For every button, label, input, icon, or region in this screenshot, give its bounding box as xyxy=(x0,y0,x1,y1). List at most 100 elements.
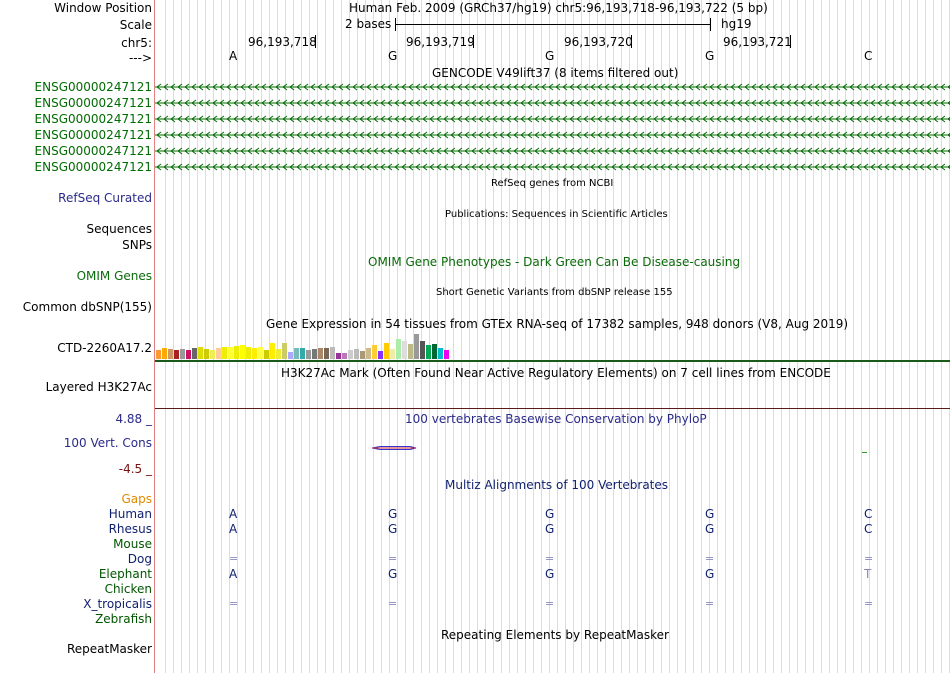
grid-line xyxy=(269,0,270,673)
gtex-bar[interactable] xyxy=(246,347,251,359)
gtex-bar[interactable] xyxy=(270,343,275,359)
gtex-bar[interactable] xyxy=(192,348,197,359)
gtex-bar[interactable] xyxy=(312,349,317,359)
gtex-bar[interactable] xyxy=(354,349,359,359)
grid-line xyxy=(765,0,766,673)
gencode-transcript-line[interactable] xyxy=(155,130,950,140)
gtex-bar[interactable] xyxy=(168,349,173,359)
gtex-bar[interactable] xyxy=(222,347,227,359)
gtex-bar[interactable] xyxy=(282,343,287,359)
gtex-bar[interactable] xyxy=(342,353,347,359)
gtex-bar[interactable] xyxy=(348,350,353,359)
gtex-bar[interactable] xyxy=(390,349,395,359)
gtex-bar[interactable] xyxy=(264,350,269,359)
gtex-bar[interactable] xyxy=(318,348,323,359)
gencode-transcript-line[interactable] xyxy=(155,82,950,92)
gtex-bar[interactable] xyxy=(240,345,245,359)
grid-line xyxy=(597,0,598,673)
grid-line xyxy=(549,0,550,673)
grid-line xyxy=(501,0,502,673)
grid-line xyxy=(573,0,574,673)
scale-bar xyxy=(395,24,711,25)
scale-label: Scale xyxy=(119,18,152,32)
gtex-bar[interactable] xyxy=(210,350,215,359)
gtex-bar[interactable] xyxy=(402,341,407,359)
gtex-bar[interactable] xyxy=(306,350,311,359)
gtex-bar[interactable] xyxy=(438,348,443,359)
gtex-bar[interactable] xyxy=(360,351,365,359)
grid-line xyxy=(413,0,414,673)
gencode-transcript-line[interactable] xyxy=(155,98,950,108)
gtex-bar[interactable] xyxy=(294,348,299,359)
refseq-label[interactable]: RefSeq Curated xyxy=(58,191,152,205)
gtex-bar[interactable] xyxy=(156,350,161,359)
gtex-bar[interactable] xyxy=(378,351,383,359)
snps-label[interactable]: SNPs xyxy=(122,238,152,252)
gtex-bar[interactable] xyxy=(324,348,329,359)
gaps-label[interactable]: Gaps xyxy=(121,492,152,506)
gtex-bar[interactable] xyxy=(330,347,335,359)
gencode-transcript-line[interactable] xyxy=(155,114,950,124)
gtex-bar[interactable] xyxy=(432,344,437,359)
gencode-item-label[interactable]: ENSG00000247121 xyxy=(34,128,152,142)
gencode-transcript-line[interactable] xyxy=(155,162,950,172)
gencode-item-label[interactable]: ENSG00000247121 xyxy=(34,80,152,94)
species-label[interactable]: Rhesus xyxy=(108,522,152,536)
gtex-bar[interactable] xyxy=(162,348,167,359)
grid-line xyxy=(357,0,358,673)
h3k27ac-label[interactable]: Layered H3K27Ac xyxy=(45,380,152,394)
grid-line xyxy=(237,0,238,673)
gtex-bar[interactable] xyxy=(372,345,377,359)
gtex-bar[interactable] xyxy=(336,353,341,359)
gtex-label[interactable]: CTD-2260A17.2 xyxy=(57,341,152,355)
gtex-bar[interactable] xyxy=(444,350,449,359)
species-label[interactable]: Zebrafish xyxy=(95,612,152,626)
species-label[interactable]: Chicken xyxy=(104,582,152,596)
species-label[interactable]: Human xyxy=(108,507,152,521)
gtex-bar[interactable] xyxy=(276,349,281,359)
dbsnp-label[interactable]: Common dbSNP(155) xyxy=(22,300,152,314)
species-label[interactable]: Mouse xyxy=(113,537,152,551)
gtex-bar[interactable] xyxy=(408,344,413,359)
species-label[interactable]: Elephant xyxy=(98,567,152,581)
publications-label[interactable]: Sequences xyxy=(86,222,152,236)
gencode-item-label[interactable]: ENSG00000247121 xyxy=(34,112,152,126)
gtex-bar[interactable] xyxy=(204,349,209,359)
gtex-bar[interactable] xyxy=(252,348,257,359)
gtex-bar[interactable] xyxy=(198,347,203,359)
gtex-bar[interactable] xyxy=(288,352,293,359)
alignment-base: = xyxy=(229,552,239,565)
repeatmasker-label[interactable]: RepeatMasker xyxy=(66,642,152,656)
gtex-bar[interactable] xyxy=(384,343,389,359)
species-label[interactable]: Dog xyxy=(127,552,152,566)
gtex-bar[interactable] xyxy=(366,348,371,359)
grid-line xyxy=(877,0,878,673)
gtex-bar[interactable] xyxy=(420,341,425,359)
gencode-item-label[interactable]: ENSG00000247121 xyxy=(34,144,152,158)
alignment-base: = xyxy=(705,552,715,565)
phylop-label[interactable]: 100 Vert. Cons xyxy=(63,436,152,450)
gtex-bar[interactable] xyxy=(228,347,233,359)
gtex-bar[interactable] xyxy=(216,348,221,359)
ruler-tick xyxy=(631,35,632,48)
gtex-bar[interactable] xyxy=(234,346,239,359)
gencode-item-label[interactable]: ENSG00000247121 xyxy=(34,96,152,110)
gtex-bar[interactable] xyxy=(180,349,185,359)
gencode-item-label[interactable]: ENSG00000247121 xyxy=(34,160,152,174)
grid-line xyxy=(405,0,406,673)
grid-line xyxy=(317,0,318,673)
grid-line xyxy=(701,0,702,673)
alignment-base: = xyxy=(545,597,555,610)
gtex-bar[interactable] xyxy=(258,347,263,359)
gtex-bar[interactable] xyxy=(300,348,305,359)
gtex-bar[interactable] xyxy=(186,350,191,359)
gtex-bar[interactable] xyxy=(414,334,419,359)
omim-label[interactable]: OMIM Genes xyxy=(76,269,152,283)
gtex-bar[interactable] xyxy=(174,350,179,359)
species-label[interactable]: X_tropicalis xyxy=(83,597,152,611)
h3k27ac-title: H3K27Ac Mark (Often Found Near Active Re… xyxy=(281,366,831,380)
grid-line xyxy=(637,0,638,673)
gencode-transcript-line[interactable] xyxy=(155,146,950,156)
gtex-bar[interactable] xyxy=(426,345,431,359)
gtex-bar[interactable] xyxy=(396,339,401,359)
